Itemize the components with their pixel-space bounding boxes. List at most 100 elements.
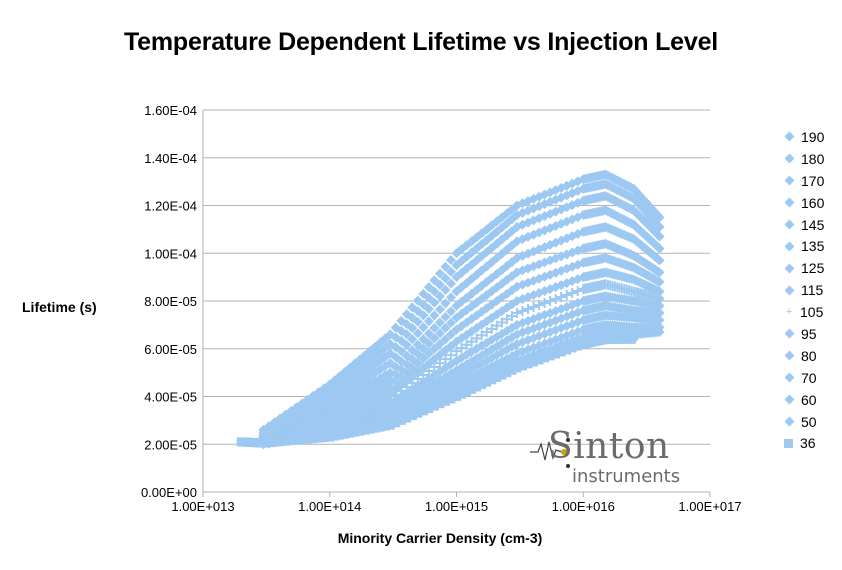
sinton-logo: Sinton instruments: [528, 424, 708, 494]
data-point: [385, 420, 395, 430]
data-point: [654, 255, 665, 266]
data-point: [423, 303, 434, 314]
data-point: [556, 292, 567, 303]
data-point: [440, 261, 451, 272]
chart-title: Temperature Dependent Lifetime vs Inject…: [123, 28, 719, 56]
data-point: [412, 328, 423, 339]
data-point: [440, 273, 451, 284]
legend: 190 180 170 160 145 135 125 115 +105 95 80 70 60 50 36: [784, 126, 824, 454]
data-point: [445, 266, 456, 277]
data-point: [506, 322, 517, 333]
data-point: [506, 240, 517, 251]
data-point: [654, 243, 665, 254]
data-point: [423, 316, 434, 327]
data-point: [506, 204, 517, 215]
data-point: [628, 334, 639, 345]
data-point: [345, 428, 355, 438]
data-point: [423, 338, 434, 349]
data-point: [472, 382, 482, 392]
data-point: [434, 279, 445, 290]
legend-marker-diamond: [784, 372, 795, 383]
data-point: [297, 435, 307, 445]
data-point: [445, 329, 456, 340]
data-point: [303, 434, 313, 444]
legend-marker-square: [784, 438, 793, 448]
data-point: [281, 436, 291, 446]
legend-label: 135: [801, 238, 825, 255]
legend-item-170: 170: [784, 170, 824, 192]
data-point: [434, 304, 445, 315]
legend-item-125: 125: [784, 257, 824, 279]
data-point: [423, 348, 434, 359]
x-tick-label: 1.00E+017: [678, 499, 741, 514]
data-point: [407, 334, 418, 345]
data-point: [270, 437, 280, 447]
data-point: [440, 334, 451, 345]
data-point: [434, 338, 445, 349]
data-point: [440, 396, 450, 406]
data-point: [375, 422, 385, 432]
series-36: [236, 334, 639, 448]
x-axis-label: Minority Carrier Density (cm-3): [337, 530, 543, 546]
data-point: [355, 426, 365, 436]
legend-label: 170: [801, 172, 825, 189]
data-point: [401, 340, 412, 351]
data-point: [545, 296, 556, 306]
data-point: [654, 315, 665, 326]
data-point: [380, 421, 390, 431]
series-145: [258, 221, 665, 443]
data-point: [445, 350, 456, 361]
data-point: [434, 317, 445, 328]
data-point: [413, 408, 423, 418]
legend-label: 70: [801, 369, 817, 386]
data-point: [412, 316, 423, 327]
legend-marker-diamond: [784, 241, 795, 252]
data-point: [391, 418, 401, 428]
data-point: [556, 347, 566, 357]
data-point: [529, 357, 539, 367]
waveform-icon: [530, 438, 570, 468]
data-point: [466, 336, 477, 347]
legend-item-135: 135: [784, 235, 824, 257]
y-tick-label: 1.60E-04: [144, 103, 197, 118]
data-point: [471, 333, 482, 344]
data-point: [496, 317, 507, 328]
data-point: [370, 423, 380, 433]
legend-label: 50: [801, 413, 817, 430]
legend-marker-diamond: [784, 350, 795, 361]
legend-item-105: +105: [784, 301, 824, 323]
data-point: [325, 432, 335, 442]
legend-item-180: 180: [784, 148, 824, 170]
data-point: [365, 424, 375, 434]
legend-marker-diamond: [784, 394, 795, 405]
data-point: [477, 380, 487, 390]
y-tick-label: 8.00E-05: [144, 294, 197, 309]
legend-item-145: 145: [784, 214, 824, 236]
data-point: [502, 368, 512, 378]
data-point: [434, 328, 445, 339]
y-tick-label: 4.00E-05: [144, 390, 197, 405]
data-point: [292, 435, 302, 445]
legend-item-190: 190: [784, 126, 824, 148]
legend-marker-diamond: [784, 131, 795, 142]
data-point: [491, 320, 502, 331]
data-point: [407, 411, 417, 421]
x-tick-label: 1.00E+016: [552, 499, 615, 514]
data-point: [418, 322, 429, 333]
y-tick-label: 2.00E-05: [144, 437, 197, 452]
data-point: [506, 332, 517, 343]
data-point: [429, 310, 440, 321]
data-point: [550, 294, 561, 305]
data-point: [424, 403, 434, 413]
data-point: [429, 333, 440, 344]
legend-marker-diamond: [784, 285, 795, 296]
x-tick-label: 1.00E+013: [171, 499, 234, 514]
data-point: [258, 438, 268, 448]
logo-brand: Sinton: [548, 426, 670, 467]
data-point: [440, 311, 451, 322]
data-point: [445, 292, 456, 303]
data-point: [486, 323, 497, 334]
data-point: [418, 406, 428, 416]
legend-label: 125: [801, 260, 825, 277]
